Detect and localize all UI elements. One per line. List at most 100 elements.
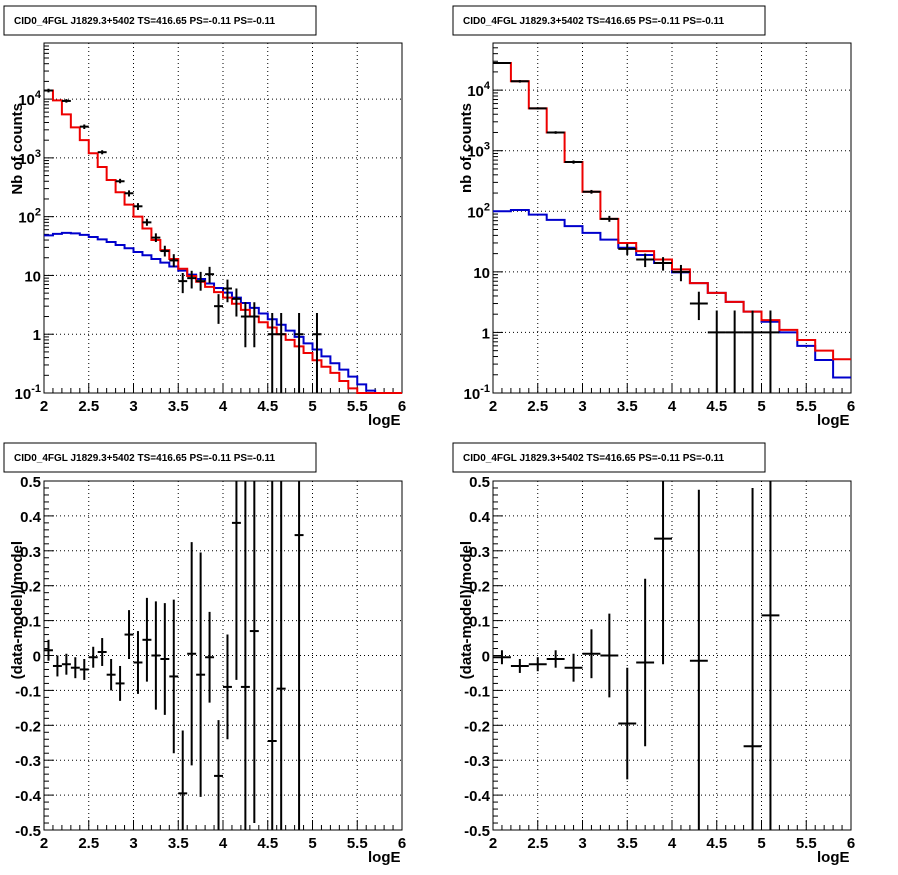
y-tick-label: 0.3: [20, 544, 41, 561]
data-point: [528, 107, 547, 110]
data-point: [187, 270, 197, 289]
x-tick-label: 2.5: [527, 398, 548, 415]
data-point: [115, 178, 125, 184]
data-point: [761, 481, 780, 830]
data-point: [493, 62, 511, 65]
data-point: [725, 310, 744, 393]
data-point: [70, 657, 80, 679]
data-point: [564, 653, 583, 682]
y-tick-label: 0: [482, 649, 490, 666]
data-point: [240, 481, 250, 830]
data-point: [223, 634, 232, 740]
data-point: [743, 487, 762, 830]
data-point: [97, 638, 107, 666]
data-point: [231, 481, 241, 680]
data-point: [61, 653, 71, 675]
data-point: [79, 658, 89, 680]
chart-panel-4: CID0_4FGL J1829.3+5402 TS=416.65 PS=-0.1…: [452, 442, 855, 866]
chart-title: CID0_4FGL J1829.3+5402 TS=416.65 PS=-0.1…: [14, 16, 276, 27]
chart-panel-1: CID0_4FGL J1829.3+5402 TS=416.65 PS=-0.1…: [3, 5, 406, 429]
x-tick-label: 3: [129, 398, 137, 415]
chart-title: CID0_4FGL J1829.3+5402 TS=416.65 PS=-0.1…: [463, 16, 725, 27]
x-tick-label: 4: [668, 835, 677, 852]
title-box: [3, 5, 317, 36]
data-point: [79, 124, 89, 129]
data-point: [618, 667, 637, 780]
data-point: [267, 312, 277, 393]
x-tick-label: 3.5: [617, 398, 638, 415]
data-point: [160, 245, 170, 257]
model-background-line: [44, 231, 402, 394]
data-point: [636, 578, 655, 747]
chart-panel-2: CID0_4FGL J1829.3+5402 TS=416.65 PS=-0.1…: [452, 5, 855, 429]
y-axis-label: nb of counts: [458, 103, 475, 193]
data-point: [600, 215, 619, 222]
y-tick-label: -0.5: [464, 823, 490, 840]
y-axis-label: (data-model)/model: [458, 541, 475, 679]
y-tick-label: 0.1: [20, 614, 41, 631]
title-box: [452, 442, 766, 473]
y-tick-label: 103: [467, 141, 490, 161]
chart-title: CID0_4FGL J1829.3+5402 TS=416.65 PS=-0.1…: [463, 453, 725, 464]
data-point: [276, 481, 286, 830]
x-tick-label: 2.5: [527, 835, 548, 852]
data-point: [52, 655, 62, 677]
data-point: [249, 302, 259, 348]
x-tick-label: 2: [489, 398, 497, 415]
data-point: [249, 481, 259, 824]
data-point: [223, 279, 232, 303]
data-point: [44, 639, 53, 661]
data-point: [196, 552, 206, 797]
data-point: [564, 160, 583, 164]
y-tick-label: -0.1: [464, 683, 490, 700]
x-tick-label: 4.5: [706, 835, 727, 852]
data-point: [600, 613, 619, 698]
x-tick-label: 5.5: [347, 398, 368, 415]
data-point: [97, 150, 107, 155]
x-tick-label: 6: [847, 398, 855, 415]
x-tick-label: 5.5: [796, 398, 817, 415]
data-point: [205, 611, 215, 703]
data-point: [761, 310, 780, 393]
x-tick-label: 6: [398, 398, 406, 415]
data-point: [240, 302, 250, 348]
y-tick-label: -0.4: [15, 788, 42, 805]
x-tick-label: 2.5: [78, 398, 99, 415]
y-tick-label: 104: [18, 89, 42, 109]
y-tick-label: 0.5: [20, 474, 41, 491]
data-point: [546, 131, 565, 134]
data-point: [214, 294, 223, 324]
data-point: [231, 288, 241, 317]
x-tick-label: 6: [398, 835, 406, 852]
x-tick-label: 5: [757, 835, 765, 852]
data-point: [151, 601, 161, 710]
x-tick-label: 3: [129, 835, 137, 852]
y-tick-label: 102: [467, 201, 490, 221]
x-tick-label: 4.5: [257, 835, 278, 852]
chart-panel-3: CID0_4FGL J1829.3+5402 TS=416.65 PS=-0.1…: [3, 442, 406, 866]
y-tick-label: 0: [33, 649, 41, 666]
y-tick-label: 0.5: [469, 474, 490, 491]
data-point: [267, 481, 277, 830]
data-point: [654, 481, 672, 665]
data-point: [672, 264, 690, 282]
x-axis-label: logE: [817, 849, 850, 866]
x-axis-label: logE: [368, 849, 401, 866]
y-tick-label: 10: [24, 268, 41, 285]
y-tick-label: -0.1: [15, 683, 41, 700]
data-point: [582, 189, 601, 194]
y-tick-label: 10-1: [15, 383, 41, 403]
y-tick-label: -0.4: [464, 788, 491, 805]
y-tick-label: 0.3: [469, 544, 490, 561]
y-tick-label: 0.2: [469, 579, 490, 596]
data-point: [546, 650, 565, 668]
x-tick-label: 3.5: [168, 398, 189, 415]
data-point: [115, 665, 125, 701]
x-tick-label: 3.5: [617, 835, 638, 852]
title-box: [452, 5, 766, 36]
model-total-line: [44, 89, 402, 394]
x-tick-label: 5: [308, 835, 316, 852]
x-tick-label: 3: [578, 835, 586, 852]
data-point: [133, 203, 143, 210]
